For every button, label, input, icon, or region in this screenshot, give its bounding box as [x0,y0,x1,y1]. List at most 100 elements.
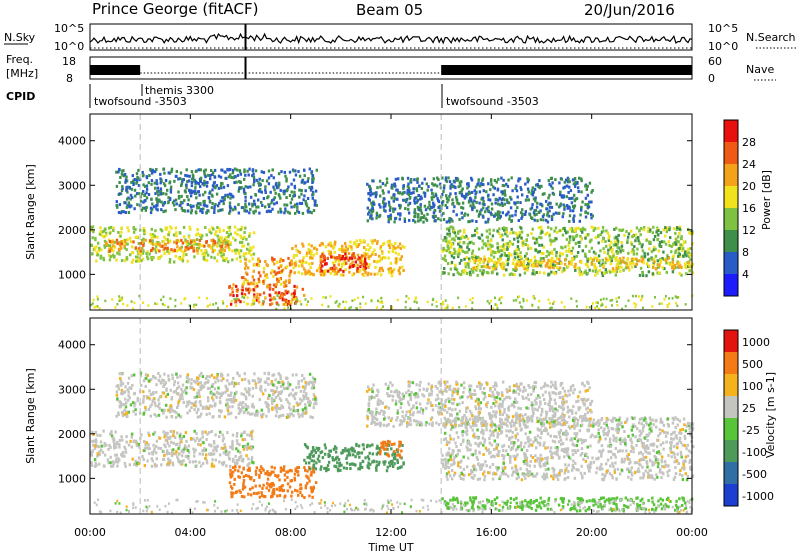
echo-cell [249,288,252,292]
echo-cell [246,169,249,173]
echo-cell [688,458,692,462]
echo-cell [538,299,541,303]
echo-cell [525,252,528,256]
echo-cell [563,226,566,230]
echo-cell [549,434,552,438]
echo-cell [190,245,193,249]
echo-cell [549,307,552,310]
echo-cell [279,188,282,192]
echo-cell [436,184,439,188]
echo-cell [684,472,687,476]
echo-cell [238,187,241,191]
echo-cell [275,282,278,286]
echo-cell [555,254,558,258]
echo-cell [157,189,160,193]
echo-cell [276,277,279,281]
echo-cell [578,273,582,277]
echo-cell [246,442,250,446]
echo-cell [479,257,482,261]
echo-cell [685,272,688,276]
echo-cell [532,190,535,194]
echo-cell [292,169,295,173]
echo-cell [684,459,687,463]
echo-cell [489,198,492,202]
echo-cell [456,201,459,205]
echo-cell [361,272,364,276]
echo-cell [664,226,667,230]
echo-cell [278,278,281,281]
echo-cell [614,258,618,262]
echo-cell [302,198,305,202]
echo-cell [490,202,494,206]
echo-cell [131,245,134,249]
echo-cell [206,204,209,208]
echo-cell [407,186,411,190]
echo-cell [342,273,345,277]
echo-cell [125,175,128,179]
echo-cell [252,183,255,187]
echo-cell [414,215,417,218]
echo-cell [252,245,255,249]
echo-cell [452,256,456,260]
echo-cell [501,249,504,253]
echo-cell [570,297,573,300]
echo-cell [266,196,269,200]
echo-cell [482,215,485,219]
echo-cell [573,229,577,233]
echo-cell [474,229,477,233]
echo-cell [92,439,96,443]
echo-cell [658,302,661,306]
echo-cell [136,203,139,207]
echo-cell [186,180,189,184]
echo-cell [565,195,569,199]
echo-cell [507,252,511,255]
echo-cell [380,266,384,270]
echo-cell [471,219,474,223]
echo-cell [426,212,429,216]
echo-cell [350,256,354,260]
echo-cell [319,259,322,263]
echo-cell [485,244,488,248]
echo-cell [635,262,639,266]
echo-cell [132,226,135,229]
echo-cell [599,264,602,268]
echo-cell [235,297,238,301]
echo-cell [648,469,651,473]
echo-cell [605,469,609,473]
echo-cell [646,451,650,455]
echo-cell [281,292,284,295]
echo-cell [98,445,101,449]
echo-cell [593,266,597,270]
echo-cell [466,448,469,452]
echo-cell [490,178,493,182]
echo-cell [166,441,169,445]
echo-cell [187,235,191,239]
echo-cell [215,184,219,188]
echo-cell [287,290,290,294]
echo-cell [194,460,197,464]
echo-cell [213,175,217,179]
echo-cell [406,191,409,195]
echo-cell [116,464,119,468]
echo-cell [423,194,427,198]
echo-cell [233,298,236,301]
echo-cell [441,458,445,462]
echo-cell [262,270,265,274]
echo-cell [640,298,643,302]
echo-cell [526,180,529,184]
echo-cell [213,168,217,172]
echo-cell [442,190,445,193]
echo-cell [452,237,455,241]
echo-cell [298,174,302,178]
echo-cell [393,246,397,250]
echo-cell [344,252,347,256]
echo-cell [307,300,309,303]
echo-cell [289,263,292,267]
echo-cell [323,258,326,262]
echo-cell [301,272,304,276]
echo-cell [600,417,604,420]
echo-cell [108,231,112,235]
echo-cell [237,203,240,207]
echo-cell [312,209,316,212]
echo-cell [662,447,665,451]
